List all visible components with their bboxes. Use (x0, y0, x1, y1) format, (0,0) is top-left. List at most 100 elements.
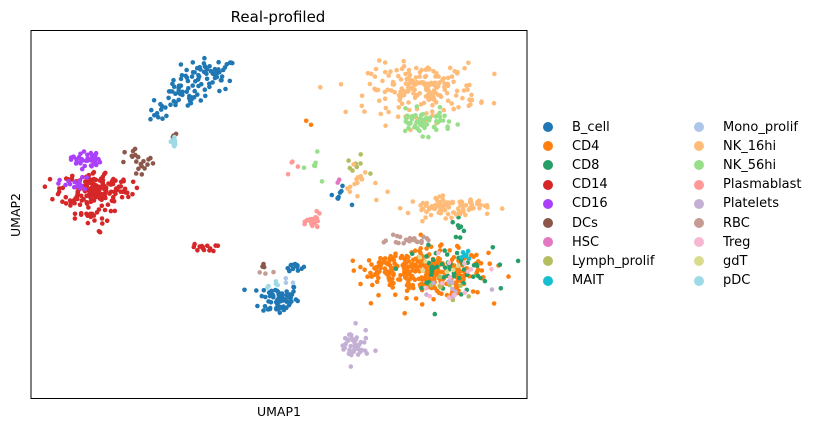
data-point (146, 157, 151, 162)
legend-item: HSC (540, 233, 599, 251)
data-point (281, 307, 287, 313)
data-point (450, 267, 456, 273)
data-point (359, 103, 365, 109)
data-point (434, 71, 439, 76)
data-point (440, 193, 446, 198)
y-axis-label: UMAP2 (8, 193, 23, 237)
data-point (329, 192, 335, 198)
data-point (84, 175, 90, 180)
data-point (386, 276, 392, 281)
data-point (350, 336, 355, 342)
data-point (359, 93, 365, 99)
data-point (83, 158, 89, 164)
data-point (89, 164, 94, 169)
data-point (444, 269, 450, 275)
data-point (73, 196, 78, 201)
data-point (351, 268, 357, 273)
data-point (363, 327, 369, 333)
data-point (79, 198, 85, 203)
data-point (461, 228, 467, 234)
data-point (190, 83, 195, 88)
data-point (91, 169, 97, 175)
data-point (202, 55, 207, 61)
data-point (467, 200, 473, 205)
data-point (417, 254, 423, 260)
legend-marker (543, 256, 553, 267)
legend-label: pDC (723, 273, 751, 289)
data-point (190, 70, 196, 75)
data-point (387, 282, 393, 288)
legend-label: Mono_prolif (723, 119, 798, 135)
data-point (341, 347, 346, 352)
data-point (492, 71, 497, 77)
legend-marker (543, 275, 553, 286)
data-point (142, 166, 147, 171)
data-point (413, 256, 418, 262)
legend-label: gdT (723, 253, 748, 269)
data-point (410, 268, 415, 273)
data-point (77, 202, 83, 208)
data-point (275, 282, 281, 288)
data-point (461, 88, 467, 93)
data-point (71, 184, 77, 190)
data-point (208, 68, 214, 74)
data-point (227, 78, 233, 84)
data-point (515, 258, 521, 264)
data-point (190, 60, 196, 65)
data-point (343, 109, 349, 115)
legend-marker (543, 179, 553, 190)
legend-item: Lymph_prolif (540, 252, 654, 270)
data-point (261, 288, 267, 293)
data-point (442, 265, 448, 270)
data-point (85, 220, 91, 226)
data-point (457, 269, 463, 274)
data-point (383, 105, 389, 111)
data-point (91, 190, 96, 196)
legend-marker (543, 160, 553, 171)
data-point (458, 292, 464, 297)
legend-marker (694, 198, 704, 209)
data-point (358, 349, 363, 355)
data-point (466, 60, 471, 66)
data-point (407, 81, 412, 86)
data-point (60, 185, 66, 191)
data-point (445, 75, 451, 81)
data-point (198, 98, 204, 103)
data-point (444, 252, 450, 257)
legend-marker (543, 198, 553, 209)
data-point (358, 161, 363, 166)
data-point (183, 73, 188, 79)
data-point (374, 279, 380, 285)
data-point (376, 292, 381, 298)
data-point (404, 296, 409, 301)
data-point (397, 96, 403, 101)
data-point (347, 189, 353, 195)
data-point (487, 261, 493, 267)
data-point (441, 275, 447, 280)
data-point (389, 88, 394, 93)
data-point (401, 241, 407, 246)
data-point (77, 178, 82, 184)
data-point (470, 274, 476, 280)
data-point (172, 139, 177, 145)
data-point (368, 171, 373, 176)
plot-area-frame (30, 30, 528, 399)
data-point (265, 285, 270, 290)
data-point (362, 109, 367, 114)
data-point (171, 77, 176, 83)
data-point (450, 199, 455, 205)
data-point (468, 267, 474, 272)
legend-label: CD14 (572, 177, 608, 193)
data-point (403, 273, 408, 278)
chart-title: Real-profiled (231, 8, 326, 26)
data-point (404, 288, 410, 294)
data-point (484, 203, 490, 208)
data-point (105, 202, 111, 207)
data-point (164, 113, 169, 119)
legend-marker (694, 256, 704, 267)
data-point (417, 74, 423, 79)
data-point (355, 194, 360, 199)
data-point (419, 207, 424, 213)
data-point (195, 92, 200, 97)
data-point (310, 221, 316, 226)
